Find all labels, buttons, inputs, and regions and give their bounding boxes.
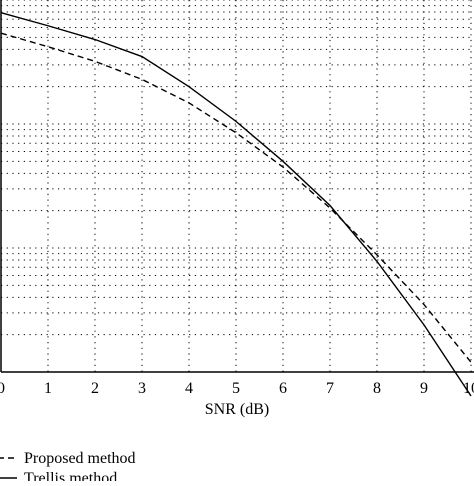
x-tick-label: 10 <box>463 380 474 397</box>
x-tick-label: 9 <box>420 380 428 397</box>
series-layer <box>0 12 472 397</box>
x-tick-label: 7 <box>326 380 334 397</box>
grid-layer <box>0 0 474 373</box>
x-tick-label: 0 <box>0 380 5 397</box>
series-line-proposed-method <box>0 32 472 363</box>
x-tick-label: 2 <box>91 380 99 397</box>
x-tick-label: 5 <box>232 380 240 397</box>
x-tick-label: 1 <box>44 380 52 397</box>
x-tick-label: 6 <box>279 380 287 397</box>
x-tick-label: 8 <box>373 380 381 397</box>
axis-layer <box>0 0 474 373</box>
legend-label: Proposed method <box>24 450 136 467</box>
x-tick-labels: 0 1 2 3 4 5 6 7 8 9 10 <box>0 380 474 397</box>
legend: Proposed method Trellis method <box>0 450 136 486</box>
series-line-trellis-method <box>0 12 472 397</box>
x-tick-label: 4 <box>185 380 193 397</box>
legend-label: Trellis method <box>24 470 117 481</box>
x-axis-label: SNR (dB) <box>205 401 269 418</box>
x-tick-label: 3 <box>138 380 146 397</box>
